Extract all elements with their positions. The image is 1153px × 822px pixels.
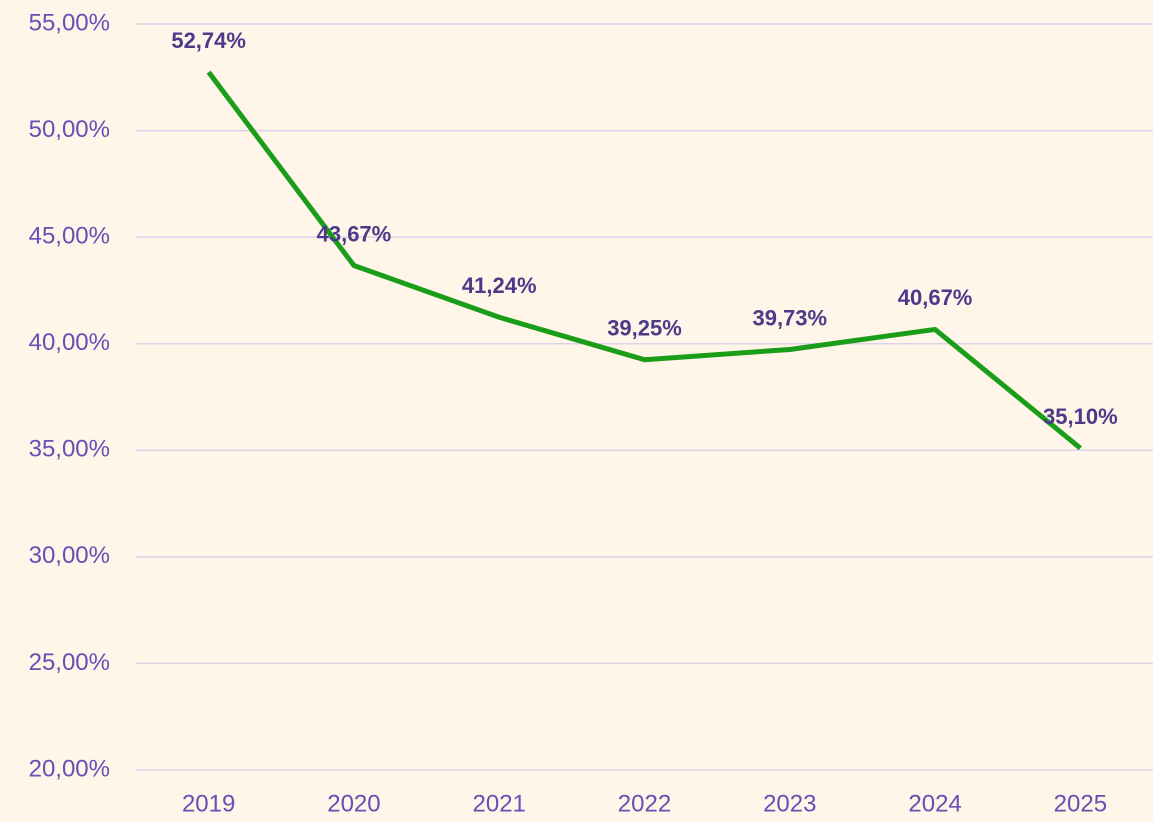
data-label: 52,74% [171,28,246,53]
data-label: 35,10% [1043,404,1118,429]
y-tick-label: 35,00% [29,436,110,463]
x-tick-label: 2019 [182,790,235,817]
data-label: 41,24% [462,273,537,298]
x-tick-label: 2020 [327,790,380,817]
x-tick-label: 2022 [618,790,671,817]
data-label: 39,25% [607,316,682,341]
x-tick-label: 2021 [473,790,526,817]
x-tick-label: 2023 [763,790,816,817]
data-label: 43,67% [317,221,392,246]
y-tick-label: 50,00% [29,116,110,143]
line [206,70,1082,451]
y-tick-label: 55,00% [29,9,110,36]
data-label: 40,67% [898,285,973,310]
y-tick-label: 45,00% [29,222,110,249]
x-tick-label: 2025 [1054,790,1107,817]
y-tick-label: 25,00% [29,649,110,676]
data-label: 39,73% [752,305,827,330]
y-tick-label: 40,00% [29,329,110,356]
x-tick-label: 2024 [908,790,961,817]
y-tick-label: 20,00% [29,755,110,782]
y-tick-label: 30,00% [29,542,110,569]
